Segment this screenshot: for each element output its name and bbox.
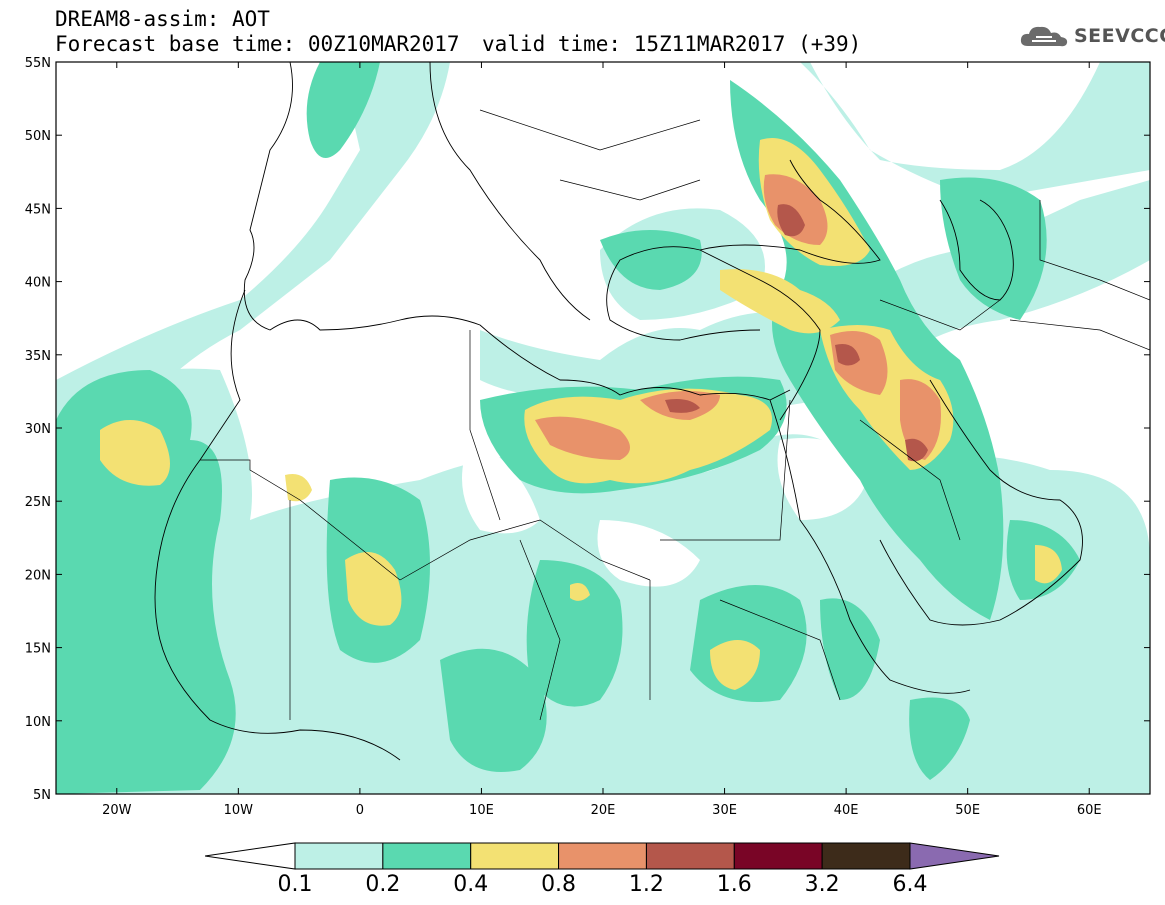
lon-tick-label: 60E	[1077, 803, 1102, 818]
map-svg: 55N 50N 45N 40N 35N 30N 25N 20N 15N 10N 5N 20W 10W 0…	[25, 56, 1151, 818]
colorbar-segment	[733, 842, 823, 870]
lon-tick-label: 20E	[591, 803, 616, 818]
lat-tick-label: 45N	[25, 202, 51, 217]
logo-text: SEEVCCC	[1074, 25, 1165, 47]
aot-fields	[56, 62, 1150, 794]
base-time-label: Forecast base time: 00Z10MAR2017	[55, 32, 460, 56]
colorbar-segment	[294, 842, 384, 870]
lat-tick-label: 25N	[25, 495, 51, 510]
colorbar-level-label: 0.8	[541, 872, 577, 897]
lat-tick-label: 15N	[25, 642, 51, 657]
lat-tick-label: 50N	[25, 129, 51, 144]
colorbar-level-label: 6.4	[892, 872, 928, 897]
colorbar-level-label: 3.2	[804, 872, 840, 897]
lon-tick-label: 40E	[834, 803, 859, 818]
colorbar-segment	[382, 842, 472, 870]
colorbar-level-label: 0.1	[277, 872, 313, 897]
cloud-logo-icon	[1020, 26, 1068, 47]
lat-tick-label: 35N	[25, 349, 51, 364]
colorbar-arrow-high	[909, 842, 1000, 870]
lat-tick-label: 55N	[25, 56, 51, 71]
lat-tick-labels: 55N 50N 45N 40N 35N 30N 25N 20N 15N 10N 5N	[25, 56, 51, 803]
valid-time-label: valid time: 15Z11MAR2017 (+39)	[482, 32, 862, 56]
colorbar-level-label: 0.4	[453, 872, 489, 897]
colorbar-segment	[558, 842, 647, 870]
lon-tick-label: 20W	[102, 803, 132, 818]
colorbar-segment	[821, 842, 911, 870]
coastlines	[154, 62, 1083, 761]
lat-tick-label: 20N	[25, 568, 51, 583]
aot-level-1.2	[665, 204, 928, 462]
lon-tick-label: 30E	[712, 803, 737, 818]
colorbar-labels: 0.1 0.2 0.4 0.8 1.2 1.6 3.2 6.4	[0, 872, 1165, 900]
colorbar-level-label: 1.2	[628, 872, 664, 897]
lat-tick-label: 10N	[25, 715, 51, 730]
lon-tick-label: 10W	[224, 803, 254, 818]
colorbar-level-label: 0.2	[365, 872, 401, 897]
lon-tick-label: 10E	[469, 803, 494, 818]
colorbar-svg	[204, 842, 1000, 870]
aot-map: 55N 50N 45N 40N 35N 30N 25N 20N 15N 10N 5N 20W 10W 0…	[25, 56, 1151, 818]
lat-tick-label: 5N	[33, 788, 51, 803]
country-borders	[200, 109, 1150, 721]
colorbar-segment	[470, 842, 560, 870]
tick-marks	[56, 61, 1150, 795]
colorbar-arrow-low	[204, 842, 296, 870]
lat-tick-label: 40N	[25, 276, 51, 291]
model-title: DREAM8-assim: AOT	[55, 7, 270, 31]
colorbar	[204, 842, 1000, 877]
lon-tick-label: 50E	[955, 803, 980, 818]
colorbar-level-label: 1.6	[716, 872, 752, 897]
colorbar-segment	[645, 842, 735, 870]
lon-tick-labels: 20W 10W 0 10E 20E 30E 40E 50E 60E	[102, 803, 1102, 818]
seevccc-logo: SEEVCCC	[1018, 22, 1165, 50]
lat-tick-label: 30N	[25, 422, 51, 437]
lon-tick-label: 0	[356, 803, 364, 818]
